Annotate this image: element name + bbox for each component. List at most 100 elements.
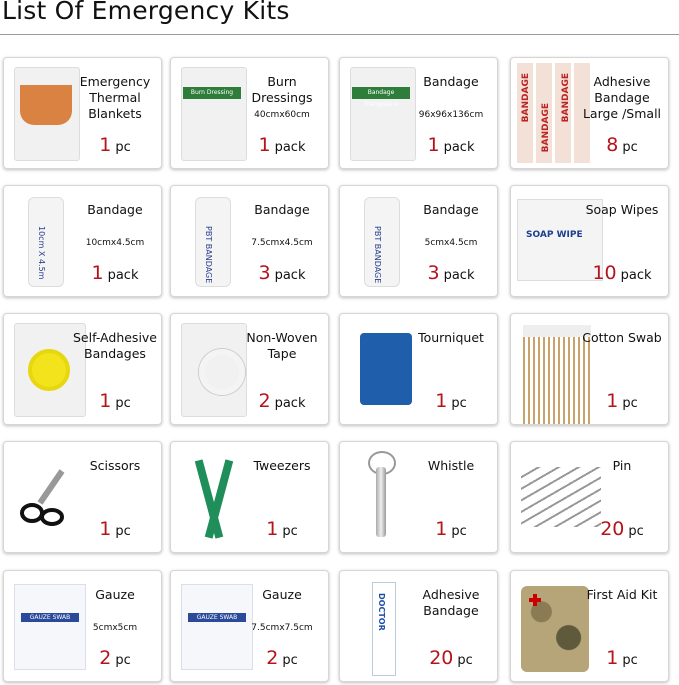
quantity-number: 1 [266,518,279,540]
image-label: 10cm X 4.5m [37,226,46,280]
item-name: Bandage [423,74,479,89]
kit-item-card: Whistle 1 pc [339,441,498,553]
image-label: PBT BANDAGE [373,226,382,284]
item-quantity: 3 pack [409,262,493,284]
quantity-unit: pc [282,653,298,668]
quantity-unit: pc [622,653,638,668]
quantity-number: 1 [606,647,619,669]
quantity-unit: pc [622,396,638,411]
quantity-number: 1 [435,518,448,540]
kit-item-card: PBT BANDAGE Bandage 5cmx4.5cm 3 pack [339,185,498,297]
item-size: 96x96x136cm [418,110,484,120]
kit-item-card: Self-Adhesive Bandages 1 pc [3,313,162,425]
quantity-unit: pc [451,524,467,539]
adhesive-strips-image: BANDAGE BANDAGE BANDAGE [517,63,591,163]
item-name: Tweezers [253,458,311,473]
item-name: Gauze [95,587,135,602]
tourniquet-image [346,319,416,419]
item-quantity: 1 pc [580,647,664,669]
kit-item-card: First Aid Kit 1 pc [510,570,669,682]
item-name: Adhesive Bandage Large /Small [582,74,662,121]
quantity-unit: pc [457,653,473,668]
whistle-image [346,447,416,547]
image-label: PBT BANDAGE [204,226,213,284]
item-name: Non-Woven Tape [246,330,318,361]
item-size: 10cmx4.5cm [85,238,145,248]
quantity-unit: pack [443,140,475,155]
item-quantity: 1 pc [73,390,157,412]
item-quantity: 20 pc [409,647,493,669]
self-adhesive-roll-image [10,319,86,419]
kit-item-card: SOAP WIPE Soap Wipes 10 pack [510,185,669,297]
quantity-number: 1 [91,262,104,284]
tape-roll-image [177,319,247,419]
image-label: Burn Dressing [190,89,234,96]
image-label: DOCTOR [377,593,386,631]
kit-item-card: Bandage Triangulaire Bandage 96x96x136cm 1 p… [339,57,498,169]
quantity-number: 8 [606,134,619,156]
roll-bandage-image: 10cm X 4.5m [10,191,80,291]
kit-item-card: Cotton Swab 1 pc [510,313,669,425]
item-name: Bandage [423,202,479,217]
image-label: SOAP WIPE [526,230,583,240]
item-quantity: 1 pack [409,134,493,156]
item-quantity: 1 pack [240,134,324,156]
burn-dressing-image: Burn Dressing [177,63,247,163]
gauze-image: GAUZE SWAB [10,576,86,676]
item-size: 7.5cmx4.5cm [251,238,313,248]
image-label: BANDAGE [541,103,551,153]
quantity-unit: pc [115,524,131,539]
quantity-unit: pc [282,524,298,539]
cotton-swabs-image [517,319,591,424]
quantity-unit: pack [274,268,306,283]
quantity-number: 1 [99,134,112,156]
item-name: Soap Wipes [585,202,659,217]
quantity-unit: pc [115,140,131,155]
quantity-number: 3 [258,262,271,284]
item-quantity: 1 pc [580,390,664,412]
title-divider [0,34,679,35]
item-name: Adhesive Bandage [422,587,480,618]
item-name: Self-Adhesive Bandages [73,330,158,361]
soap-wipe-image: SOAP WIPE [517,191,603,291]
quantity-unit: pc [115,396,131,411]
kit-item-card: BANDAGE BANDAGE BANDAGE Adhesive Bandage La… [510,57,669,169]
item-quantity: 2 pack [240,390,324,412]
item-quantity: 1 pc [240,518,324,540]
kit-item-card: DOCTOR Adhesive Bandage 20 pc [339,570,498,682]
kit-item-card: GAUZE SWAB Gauze 7.5cmx7.5cm 2 pc [170,570,329,682]
kit-item-card: Tourniquet 1 pc [339,313,498,425]
item-quantity: 1 pc [409,518,493,540]
item-quantity: 2 pc [73,647,157,669]
quantity-number: 10 [592,262,617,284]
quantity-number: 1 [258,134,271,156]
item-quantity: 1 pc [73,518,157,540]
kit-item-card: Emergency Thermal Blankets 1 pc [3,57,162,169]
item-quantity: 8 pc [580,134,664,156]
gauze-image: GAUZE SWAB [177,576,253,676]
item-size: 40cmx60cm [254,110,310,120]
item-quantity: 2 pc [240,647,324,669]
triangular-bandage-image: Bandage Triangulaire [346,63,416,163]
item-name: Pin [612,458,632,473]
roll-bandage-image: PBT BANDAGE [346,191,416,291]
item-quantity: 1 pc [409,390,493,412]
item-quantity: 1 pack [73,262,157,284]
kit-item-card: Burn Dressing Burn Dressings 40cmx60cm 1 pac… [170,57,329,169]
item-quantity: 1 pc [73,134,157,156]
quantity-number: 1 [606,390,619,412]
safety-pins-image [517,447,601,547]
item-size: 5cmx5cm [92,623,138,633]
item-name: Bandage [254,202,310,217]
quantity-unit: pc [115,653,131,668]
item-name: Gauze [262,587,302,602]
roll-bandage-image: PBT BANDAGE [177,191,247,291]
page-title: List Of Emergency Kits [2,0,290,25]
kit-item-card: Tweezers 1 pc [170,441,329,553]
image-label: Bandage Triangulaire [363,89,399,108]
camo-pouch-image [517,576,589,676]
item-quantity: 3 pack [240,262,324,284]
item-name: Whistle [427,458,475,473]
item-name: Burn Dressings [251,74,313,105]
quantity-number: 1 [427,134,440,156]
